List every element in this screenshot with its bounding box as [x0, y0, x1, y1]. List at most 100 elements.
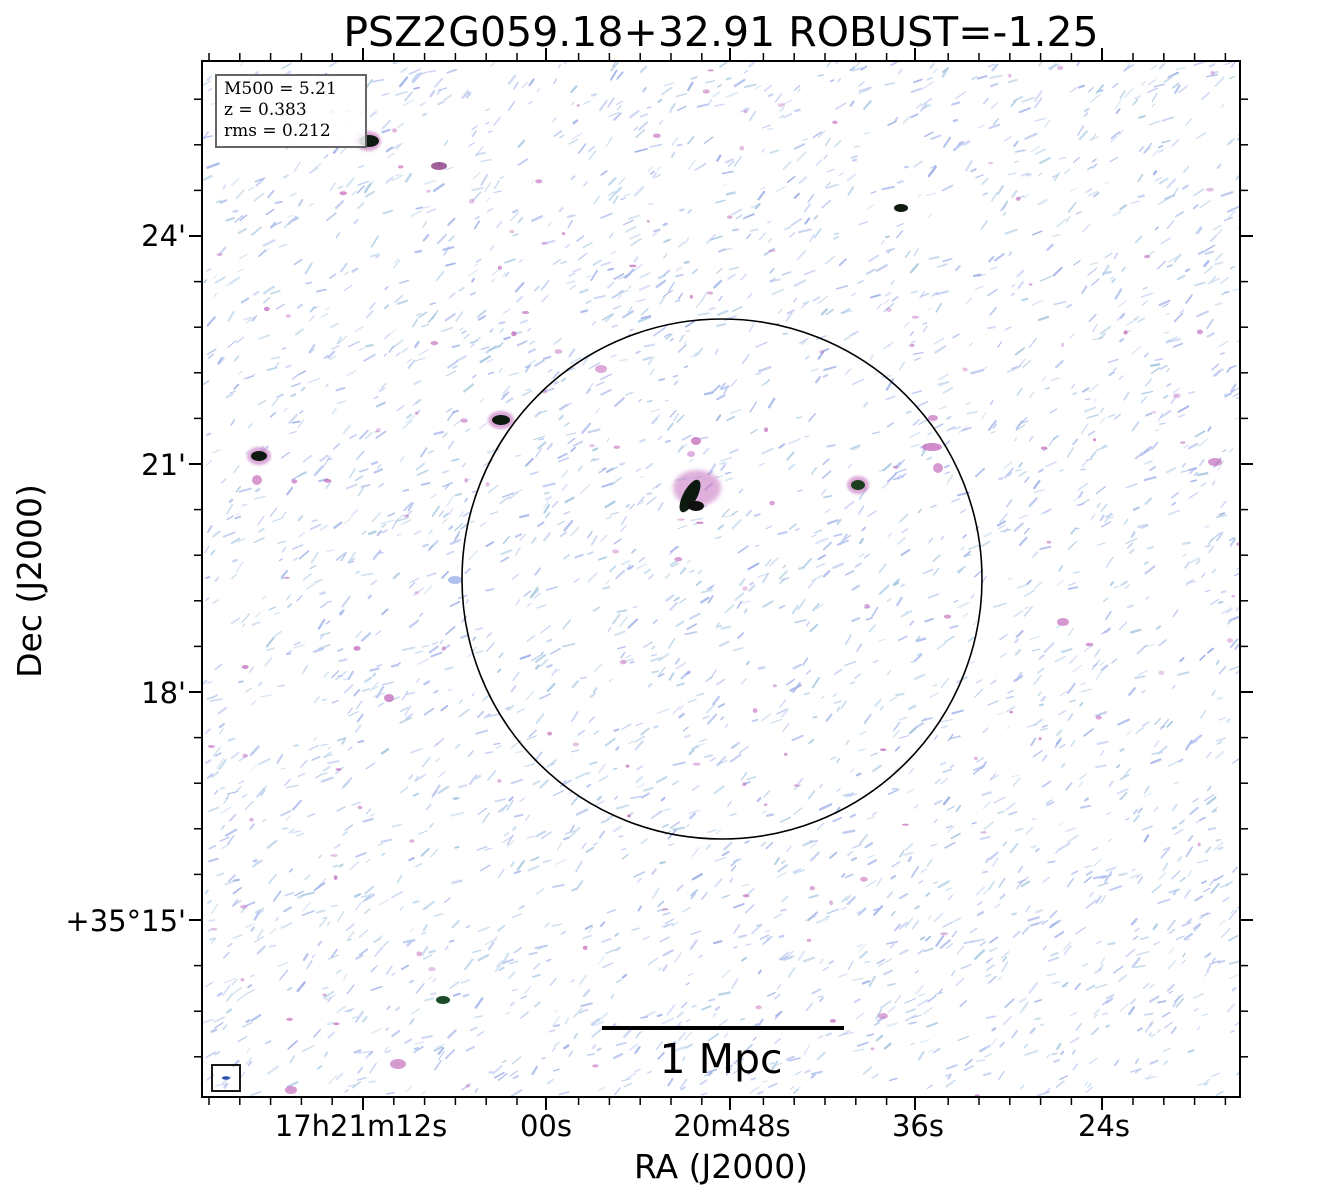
noise-streak — [978, 124, 985, 129]
noise-streak — [1023, 589, 1036, 598]
noise-streak — [349, 861, 359, 870]
noise-streak — [1168, 760, 1180, 767]
noise-streak — [476, 1031, 485, 1037]
noise-streak — [714, 348, 719, 355]
noise-streak — [1024, 476, 1030, 483]
noise-streak — [405, 415, 416, 424]
noise-streak — [474, 1087, 479, 1093]
noise-streak — [1123, 64, 1131, 72]
noise-streak — [614, 1087, 621, 1096]
noise-streak — [1028, 435, 1034, 442]
noise-streak — [793, 807, 803, 816]
noise-streak — [487, 371, 495, 375]
noise-streak — [1218, 665, 1227, 675]
noise-streak — [395, 90, 408, 96]
noise-streak — [863, 100, 872, 110]
noise-streak — [923, 1007, 933, 1015]
noise-streak — [533, 592, 541, 599]
noise-streak — [493, 116, 501, 126]
noise-streak — [266, 647, 275, 652]
noise-streak — [979, 835, 991, 841]
noise-streak — [910, 87, 923, 94]
noise-streak — [442, 432, 448, 438]
noise-streak — [596, 795, 602, 801]
noise-streak — [308, 202, 314, 207]
noise-streak — [1044, 119, 1051, 128]
noise-streak — [751, 718, 759, 723]
noise-streak — [970, 168, 977, 173]
noise-streak — [285, 652, 291, 655]
noise-streak — [681, 434, 692, 441]
noise-streak — [480, 346, 490, 350]
noise-streak — [919, 1039, 930, 1044]
noise-streak — [323, 455, 331, 467]
noise-streak — [500, 549, 513, 556]
noise-streak — [625, 503, 630, 508]
noise-streak — [701, 1092, 708, 1096]
noise-texture — [203, 62, 1239, 1096]
noise-streak — [445, 370, 457, 377]
noise-streak — [505, 706, 510, 710]
noise-streak — [684, 734, 692, 739]
noise-streak — [1143, 352, 1149, 358]
noise-streak — [1099, 661, 1105, 667]
noise-streak — [755, 544, 760, 548]
noise-streak — [510, 1001, 515, 1007]
noise-streak — [851, 584, 860, 591]
noise-streak — [886, 669, 891, 676]
noise-streak — [472, 374, 477, 379]
noise-streak — [898, 735, 909, 739]
noise-streak — [815, 604, 824, 609]
noise-streak — [230, 751, 240, 760]
noise-streak — [439, 639, 444, 645]
noise-streak — [1166, 383, 1172, 387]
noise-streak — [856, 1041, 869, 1047]
noise-streak — [236, 538, 246, 543]
noise-streak — [1056, 218, 1067, 228]
noise-streak — [354, 724, 362, 734]
noise-streak — [1088, 383, 1099, 393]
noise-streak — [915, 637, 927, 643]
noise-streak — [613, 273, 625, 280]
noise-streak — [1082, 387, 1090, 393]
noise-streak — [369, 813, 375, 817]
noise-streak — [526, 735, 538, 740]
noise-streak — [660, 86, 673, 96]
noise-streak — [474, 1015, 483, 1019]
noise-streak — [275, 362, 280, 367]
noise-streak — [471, 186, 484, 192]
noise-streak — [757, 666, 766, 670]
noise-streak — [811, 1070, 823, 1075]
noise-streak — [1069, 1037, 1080, 1044]
noise-streak — [500, 391, 510, 401]
ytick-label: +35°15' — [65, 904, 186, 938]
noise-streak — [223, 977, 237, 984]
noise-streak — [858, 553, 865, 558]
noise-streak — [836, 539, 849, 546]
noise-streak — [1132, 99, 1139, 106]
noise-streak — [730, 865, 737, 872]
noise-streak — [659, 294, 667, 305]
noise-streak — [226, 1008, 233, 1014]
noise-streak — [558, 1091, 570, 1096]
noise-streak — [399, 455, 405, 463]
noise-streak — [817, 1035, 824, 1039]
noise-streak — [528, 78, 535, 87]
noise-streak — [1028, 982, 1038, 994]
noise-streak — [744, 840, 750, 844]
noise-streak — [957, 1035, 970, 1041]
noise-streak — [865, 268, 876, 275]
noise-streak — [917, 1051, 925, 1061]
noise-streak — [1167, 960, 1177, 969]
noise-streak — [1084, 644, 1094, 652]
noise-streak — [428, 70, 437, 73]
noise-streak — [206, 316, 216, 327]
noise-streak — [347, 341, 360, 348]
noise-streak — [729, 877, 734, 883]
noise-streak — [344, 824, 354, 831]
noise-streak — [235, 486, 241, 493]
noise-streak — [1006, 706, 1016, 713]
noise-streak — [498, 321, 506, 325]
noise-streak — [655, 1041, 664, 1050]
noise-streak — [426, 208, 437, 214]
